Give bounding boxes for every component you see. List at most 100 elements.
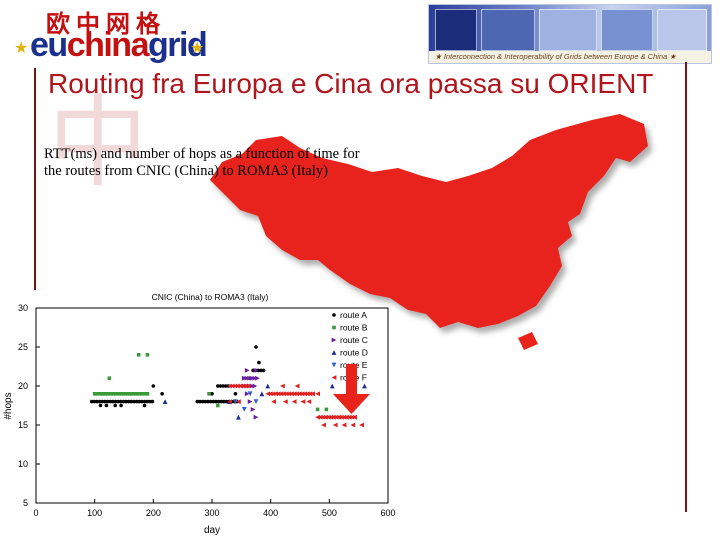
series-route-f-point (328, 414, 334, 420)
series-route-f-point (240, 383, 246, 389)
series-route-b-point (324, 407, 329, 412)
series-route-f-point (227, 399, 232, 404)
x-tick-label: 200 (146, 508, 161, 518)
series-route-a-point (233, 392, 238, 396)
series-route-b-point (113, 392, 118, 396)
series-route-a-point (95, 399, 99, 404)
y-tick-label: 15 (18, 420, 28, 430)
series-route-f-point (294, 391, 300, 397)
series-route-a-point (216, 384, 220, 388)
y-tick-label: 5 (23, 498, 28, 508)
series-route-a-point (103, 399, 107, 404)
series-route-f-point (323, 414, 328, 420)
series-route-c-point (247, 399, 253, 404)
china-map-icon (210, 114, 648, 350)
series-route-f-point (299, 391, 305, 397)
series-route-f-point (332, 422, 338, 428)
series-route-a-point (224, 399, 229, 404)
series-route-a-point (214, 399, 218, 404)
series-route-a-point (223, 384, 228, 388)
series-route-b-point (111, 392, 115, 396)
data-marks (89, 345, 367, 428)
series-route-a-point (137, 399, 142, 404)
series-route-c-point (244, 391, 250, 397)
banner-caption: ★ Interconnection & Interoperability of … (429, 51, 711, 63)
series-route-f-point (283, 391, 289, 397)
banner-image-tile (435, 9, 477, 51)
chart-title: CNIC (China) to ROMA3 (Italy) (152, 292, 269, 302)
legend-marker (331, 375, 337, 380)
series-route-f-point (317, 414, 323, 420)
y-tick-label: 25 (18, 342, 28, 352)
series-route-b-point (140, 392, 144, 396)
series-route-c-point (252, 383, 258, 389)
series-route-a-point (216, 399, 221, 404)
slide-subtitle: RTT(ms) and number of hops as a function… (44, 146, 360, 179)
series-route-f-point (341, 422, 347, 428)
hops-scatter-chart: CNIC (China) to ROMA3 (Italy) day #hops … (3, 292, 396, 536)
legend-marker (331, 362, 337, 368)
series-route-b-point (315, 407, 320, 412)
x-tick-label: 0 (33, 508, 38, 518)
series-route-c-point (252, 375, 258, 381)
series-route-a-point (200, 399, 205, 404)
series-route-e-point (241, 407, 247, 412)
x-tick-label: 100 (87, 508, 102, 518)
series-route-a-point (160, 392, 164, 396)
series-route-f-point (227, 383, 232, 389)
series-route-b-point (106, 392, 110, 396)
series-route-b-point (116, 392, 121, 396)
series-route-b-point (207, 392, 211, 396)
series-route-f-point (320, 414, 326, 420)
series-route-a-point (97, 399, 102, 404)
legend-label: route D (340, 348, 368, 358)
series-route-b-point (92, 392, 97, 396)
series-route-a-point (124, 399, 128, 404)
series-route-e-point (233, 399, 238, 404)
euchinagrid-logo: 欧中网格 ★ euchinagrid ★ (8, 4, 208, 66)
series-route-a-point (119, 403, 123, 408)
series-route-b-point (108, 392, 113, 396)
legend-marker (332, 325, 336, 330)
series-route-a-point (129, 399, 134, 404)
series-route-b-point (136, 353, 141, 357)
series-route-f-point (289, 391, 294, 397)
series-route-a-point (113, 403, 117, 408)
series-route-f-point (235, 383, 240, 389)
series-route-b-point (135, 392, 139, 396)
logo-eu: eu (30, 26, 68, 64)
series-route-a-point (142, 399, 147, 404)
plot-frame (35, 307, 389, 504)
series-route-f-point (273, 391, 279, 397)
series-route-f-point (278, 391, 284, 397)
series-route-d-point (362, 383, 367, 389)
logo-star-icon: ★ (190, 40, 205, 57)
y-tick-label: 20 (18, 381, 28, 391)
series-route-f-point (245, 383, 251, 389)
down-arrow-icon (333, 364, 370, 414)
banner-image-tile (657, 9, 707, 51)
series-route-f-point (300, 399, 306, 404)
series-route-f-point (336, 414, 342, 420)
series-route-f-point (291, 399, 297, 404)
series-route-c-point (241, 375, 247, 381)
series-route-f-point (321, 422, 326, 428)
series-route-f-point (237, 383, 243, 389)
series-route-a-point (221, 384, 225, 388)
series-route-b-point (132, 392, 137, 396)
series-route-a-point (221, 399, 226, 404)
series-route-f-point (350, 422, 356, 428)
series-route-b-point (121, 392, 126, 396)
series-route-a-point (254, 345, 258, 349)
series-route-a-point (257, 360, 261, 365)
chart-x-axis-label: day (204, 525, 220, 536)
series-route-f-point (333, 414, 339, 420)
logo-star-icon: ★ (14, 40, 29, 57)
series-route-b-point (107, 376, 112, 380)
left-divider (34, 68, 36, 290)
series-route-f-point (310, 391, 316, 397)
legend-label: route C (340, 335, 368, 345)
series-route-f-point (344, 414, 350, 420)
series-route-b-point (95, 392, 100, 396)
series-route-b-point (216, 403, 220, 408)
